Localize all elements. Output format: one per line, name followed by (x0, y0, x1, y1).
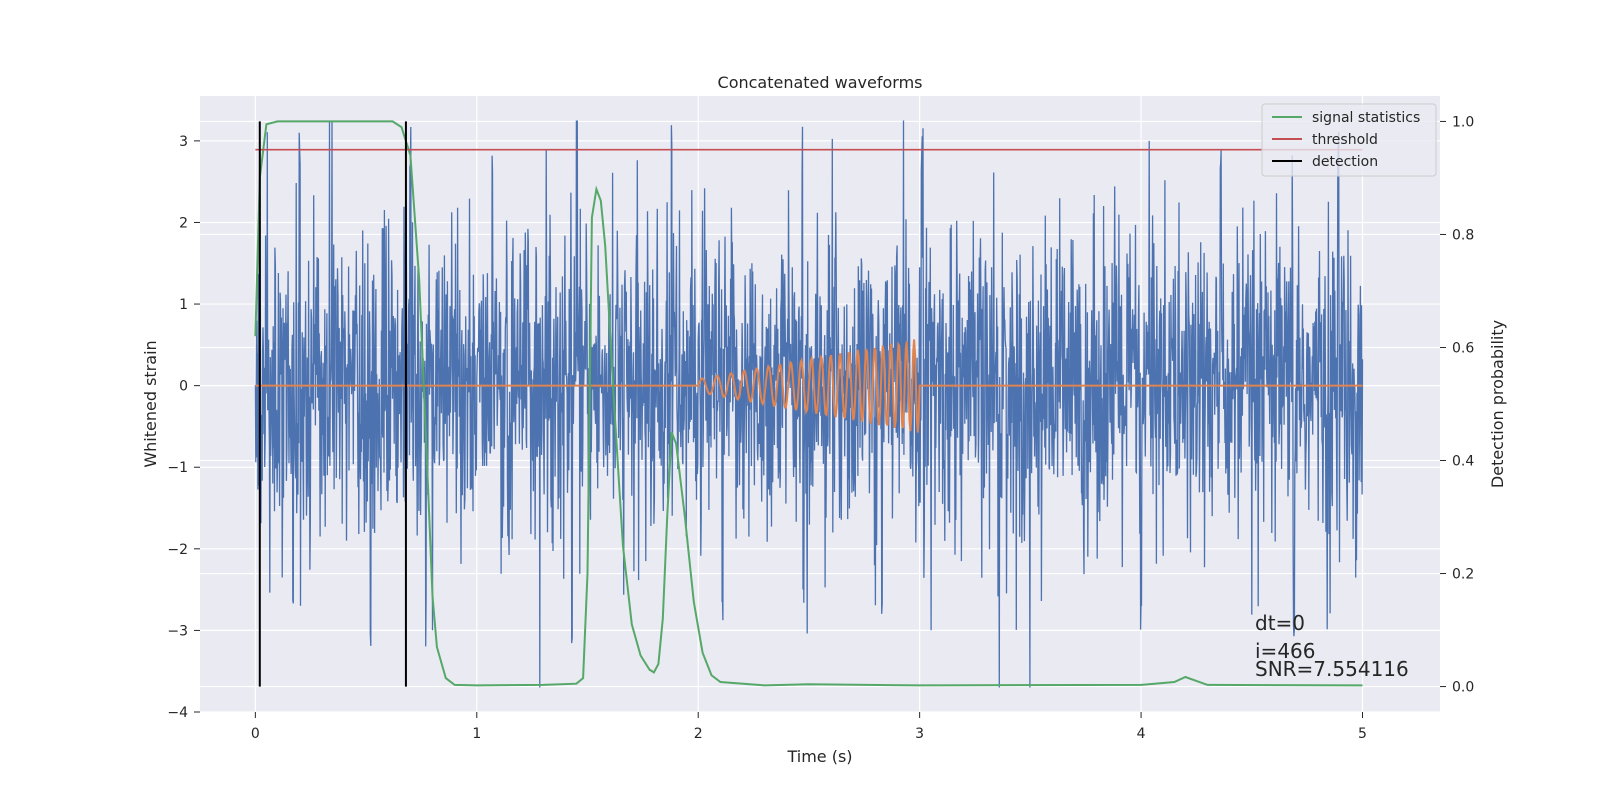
y-tick-label: −1 (167, 460, 188, 476)
y2-tick-label: 1.0 (1452, 114, 1474, 130)
y-tick-label: −2 (167, 542, 188, 558)
chart-title: Concatenated waveforms (718, 73, 923, 92)
legend-label-threshold: threshold (1312, 132, 1378, 148)
x-tick-label: 3 (915, 726, 924, 742)
signal-statistics-line (254, 120, 1363, 687)
y2-tick-label: 0.0 (1452, 680, 1474, 696)
x-tick-label: 0 (251, 726, 260, 742)
y-axis-label: Whitened strain (141, 340, 160, 467)
legend: signal statistics threshold detection (1261, 103, 1437, 177)
y-tick-label: 0 (179, 379, 188, 395)
x-tick-label: 4 (1137, 726, 1146, 742)
y-tick-label: 2 (179, 215, 188, 231)
legend-label-detection: detection (1312, 154, 1378, 170)
legend-box (1261, 103, 1437, 177)
ticks-layer: −4 −3 −2 −1 0 1 2 3 0 1 2 3 4 5 0.0 0.2 0.4 0.6 0.8 1.0 (167, 114, 1474, 742)
annotation-dt: dt=0 (1255, 611, 1305, 635)
y-tick-label: 1 (179, 297, 188, 313)
annotation-snr: SNR=7.554116 (1255, 657, 1409, 681)
y-tick-label: −3 (167, 623, 188, 639)
y-tick-label: −4 (167, 705, 188, 721)
x-tick-label: 2 (694, 726, 703, 742)
legend-label-signal-statistics: signal statistics (1312, 110, 1420, 126)
y2-tick-label: 0.6 (1452, 340, 1474, 356)
data-layer (254, 120, 1364, 688)
y2-axis-label: Detection probability (1488, 320, 1507, 488)
y2-tick-label: 0.4 (1452, 454, 1474, 470)
injected-signal-line (255, 339, 1363, 433)
y2-tick-label: 0.2 (1452, 567, 1474, 583)
x-axis-label: Time (s) (786, 747, 852, 766)
annotation-index: i=466 (1255, 639, 1316, 663)
y2-tick-label: 0.8 (1452, 227, 1474, 243)
y-tick-label: 3 (179, 134, 188, 150)
x-tick-label: 1 (472, 726, 481, 742)
x-tick-label: 5 (1358, 726, 1367, 742)
